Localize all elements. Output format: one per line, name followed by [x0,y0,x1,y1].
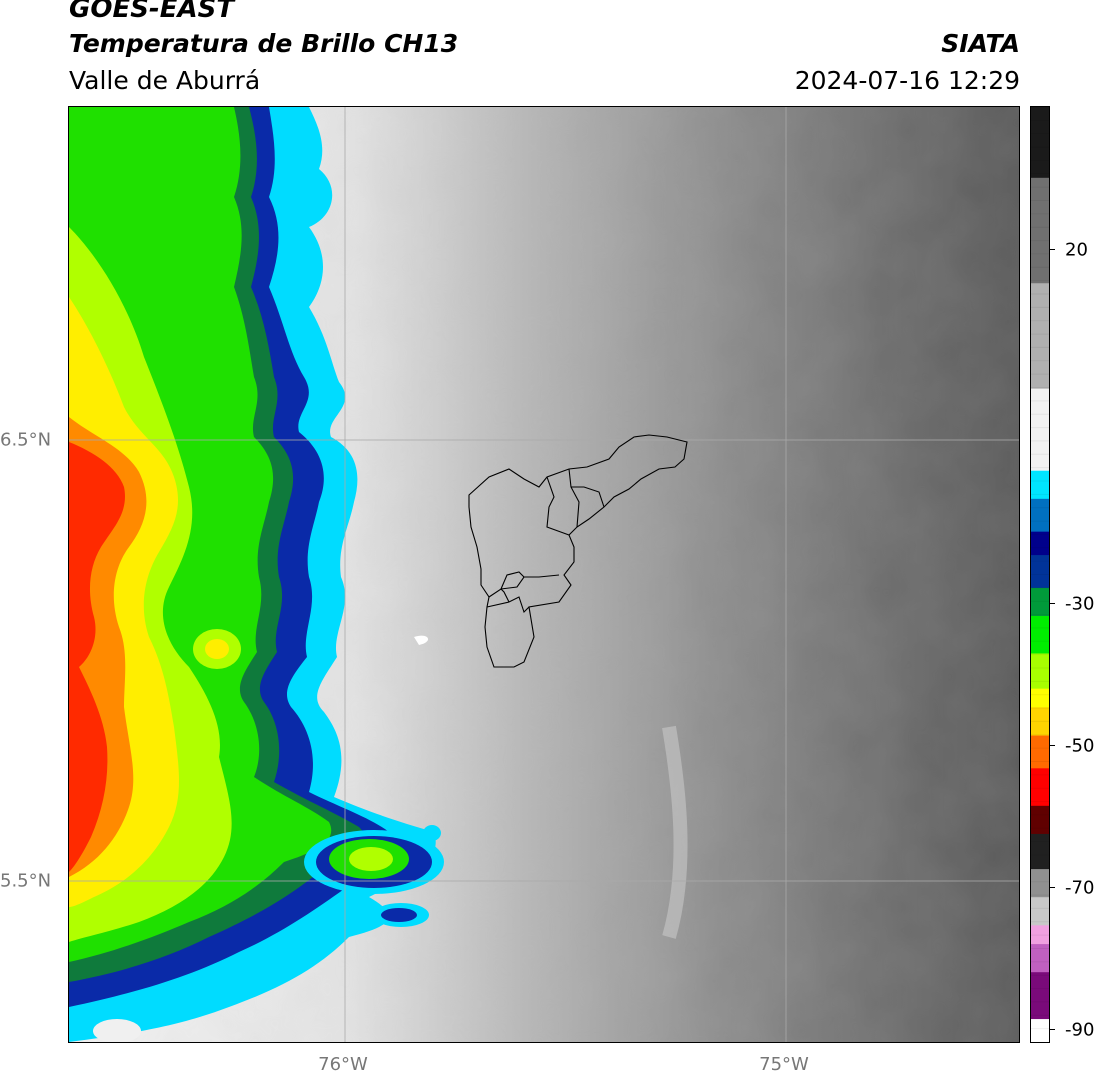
colorbar-segment [1031,531,1049,556]
colorbar-segment [1031,177,1049,284]
colorbar-segment [1031,498,1049,532]
organization-label: SIATA [941,29,1020,58]
satellite-title: GOES-EAST [69,0,235,24]
colorbar [1030,106,1050,1043]
colorbar-segment [1031,833,1049,870]
colorbar-tick [1049,603,1055,604]
colorbar-segment [1031,735,1049,769]
product-title: Temperatura de Brillo CH13 [69,29,459,58]
colorbar-segment [1031,688,1049,708]
colorbar-segment [1031,896,1049,926]
colorbar-segment [1031,107,1049,178]
colorbar-label: -90 [1065,1019,1094,1041]
region-subtitle: Valle de Aburrá [69,66,261,95]
x-tick-76w: 76°W [318,1054,368,1075]
timestamp-label: 2024-07-16 12:29 [794,66,1020,95]
spot-cell [423,825,441,841]
colorbar-segment [1031,388,1049,471]
y-tick-6-5n: 6.5°N [0,429,52,451]
colorbar-label: -50 [1065,735,1094,757]
colorbar-label: -30 [1065,593,1094,615]
colorbar-segment [1031,470,1049,499]
colorbar-tick [1049,1029,1055,1030]
cloud-red-layer [69,442,125,872]
white-blob [93,1019,141,1042]
colorbar-segment [1031,653,1049,689]
x-tick-75w: 75°W [759,1054,809,1075]
colorbar-tick [1049,887,1055,888]
colorbar-segment [1031,554,1049,588]
light-streak [662,725,688,939]
convective-cell-core [349,847,393,871]
colorbar-segment [1031,868,1049,898]
small-cell-core [381,908,417,922]
green-blob-core [205,639,229,659]
colorbar-segment [1031,587,1049,617]
colorbar-gradient [1031,107,1049,1042]
colorbar-label: 20 [1065,239,1088,261]
valley-boundaries [468,434,688,668]
colorbar-tick [1049,745,1055,746]
colorbar-label: -70 [1065,877,1094,899]
colorbar-segment [1031,615,1049,654]
light-streak [414,635,429,645]
colorbar-segment [1031,943,1049,973]
colorbar-segment [1031,971,1049,1020]
colorbar-segment [1031,924,1049,945]
colorbar-segment [1031,706,1049,736]
colorbar-segment [1031,805,1049,834]
colorbar-tick [1049,249,1055,250]
satellite-map[interactable] [68,106,1020,1043]
y-tick-5-5n: 5.5°N [0,870,52,892]
colorbar-segment [1031,1018,1049,1042]
colorbar-segment [1031,282,1049,389]
colorbar-segment [1031,767,1049,806]
